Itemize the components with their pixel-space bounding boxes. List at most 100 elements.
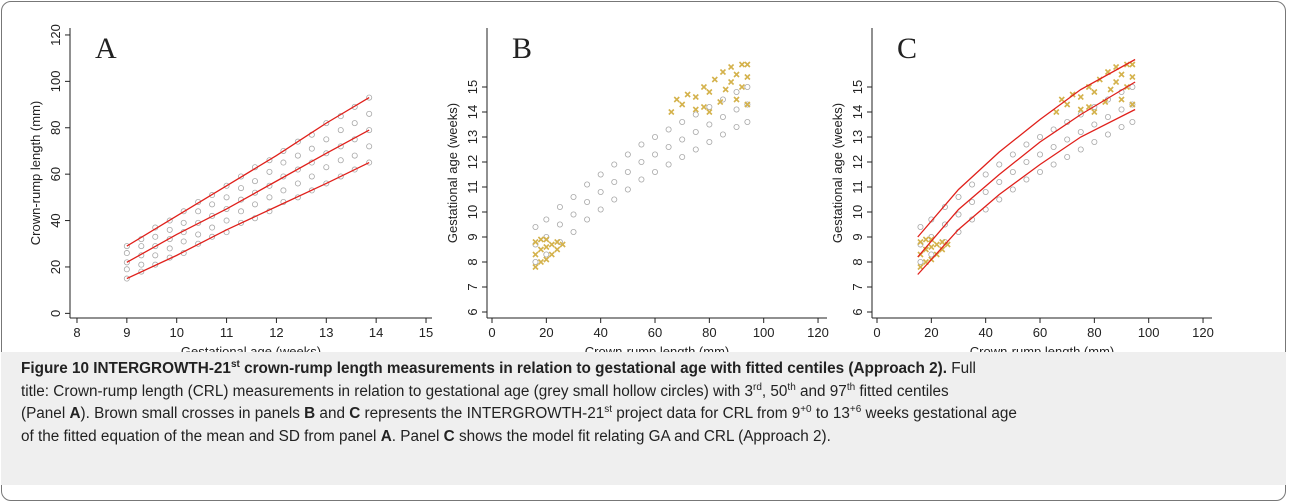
data-point xyxy=(570,211,577,218)
data-point xyxy=(166,226,173,233)
caption-text: represents the INTERGROWTH-21 xyxy=(360,405,605,422)
data-point xyxy=(308,173,315,180)
data-cross xyxy=(1077,106,1084,113)
data-point xyxy=(152,252,159,259)
caption: Figure 10 INTERGROWTH-21st crown-rump le… xyxy=(1,352,1286,485)
data-cross xyxy=(554,238,561,246)
data-point xyxy=(351,103,358,110)
data-cross xyxy=(668,108,675,116)
data-point xyxy=(1009,151,1016,158)
x-tick-label: 12 xyxy=(269,325,283,340)
data-point xyxy=(1118,124,1125,131)
data-cross xyxy=(554,246,561,253)
caption-text: to 13 xyxy=(811,405,850,422)
y-tick-label: 60 xyxy=(48,167,63,181)
data-cross xyxy=(917,263,924,271)
data-point xyxy=(1050,161,1057,168)
data-point xyxy=(955,211,962,218)
y-tick-label: 13 xyxy=(465,130,480,144)
data-point xyxy=(744,119,751,126)
data-point xyxy=(123,275,130,282)
data-point xyxy=(123,243,130,250)
data-point xyxy=(180,238,187,245)
data-point xyxy=(1104,131,1111,138)
data-point xyxy=(543,251,550,258)
data-point xyxy=(624,186,631,193)
data-point xyxy=(251,178,258,185)
data-cross xyxy=(722,86,729,93)
data-point xyxy=(294,180,301,187)
caption-text: , 50 xyxy=(761,382,788,400)
caption-text: A xyxy=(69,405,81,422)
y-tick-label: 14 xyxy=(465,105,480,119)
x-tick-label: 0 xyxy=(873,325,880,340)
data-cross xyxy=(679,101,686,108)
data-point xyxy=(294,138,301,145)
y-axis-label: Gestational age (weeks) xyxy=(445,103,460,243)
data-cross xyxy=(548,251,555,258)
caption-line: Figure 10 INTERGROWTH-21st crown-rump le… xyxy=(21,358,1286,381)
data-point xyxy=(652,133,659,140)
x-tick-label: 100 xyxy=(753,325,775,340)
data-point xyxy=(584,198,591,205)
x-tick-label: 0 xyxy=(488,325,495,340)
data-point xyxy=(719,131,726,138)
data-cross xyxy=(684,91,691,98)
data-point xyxy=(1129,101,1136,108)
data-cross xyxy=(706,108,713,116)
x-tick-label: 80 xyxy=(1087,325,1101,340)
data-point xyxy=(706,138,713,145)
data-cross xyxy=(922,236,929,243)
data-point xyxy=(679,136,686,143)
x-tick-label: 14 xyxy=(369,325,383,340)
data-point xyxy=(238,219,245,226)
data-point xyxy=(138,243,145,250)
x-tick-label: 10 xyxy=(169,325,183,340)
data-point xyxy=(351,152,358,159)
data-cross xyxy=(532,238,539,246)
data-point xyxy=(280,159,287,166)
data-point xyxy=(366,110,373,117)
y-tick-label: 11 xyxy=(465,180,480,194)
data-cross xyxy=(692,93,699,101)
data-point xyxy=(280,187,287,194)
data-point xyxy=(1129,84,1136,91)
caption-text: (Panel xyxy=(21,405,70,422)
data-point xyxy=(532,223,539,230)
data-point xyxy=(266,157,273,164)
data-point xyxy=(611,178,618,185)
data-point xyxy=(337,157,344,164)
y-tick-label: 15 xyxy=(465,80,480,94)
y-tick-label: 13 xyxy=(850,130,865,144)
caption-text: C xyxy=(443,427,455,445)
data-point xyxy=(223,194,230,201)
data-cross xyxy=(537,236,544,243)
data-cross xyxy=(706,88,713,96)
data-point xyxy=(180,219,187,226)
y-tick-label: 120 xyxy=(48,24,63,46)
data-cross xyxy=(548,241,555,248)
data-cross xyxy=(939,246,946,253)
data-point xyxy=(556,203,563,210)
data-cross xyxy=(922,246,929,253)
caption-text: of the fitted equation of the mean and S… xyxy=(21,427,381,445)
data-point xyxy=(251,189,258,196)
data-point xyxy=(238,173,245,180)
data-point xyxy=(597,171,604,178)
data-cross xyxy=(933,241,940,248)
data-point xyxy=(238,208,245,215)
data-cross xyxy=(738,83,746,91)
data-cross xyxy=(1129,73,1136,81)
data-point xyxy=(152,233,159,240)
data-cross xyxy=(700,103,707,111)
data-point xyxy=(138,261,145,268)
x-tick-label: 20 xyxy=(924,325,938,340)
data-point xyxy=(337,173,344,180)
data-cross xyxy=(1118,96,1125,103)
data-cross xyxy=(744,61,751,68)
data-point xyxy=(1023,176,1030,183)
data-point xyxy=(123,250,130,257)
centile-line xyxy=(126,129,370,263)
data-point xyxy=(744,84,751,91)
